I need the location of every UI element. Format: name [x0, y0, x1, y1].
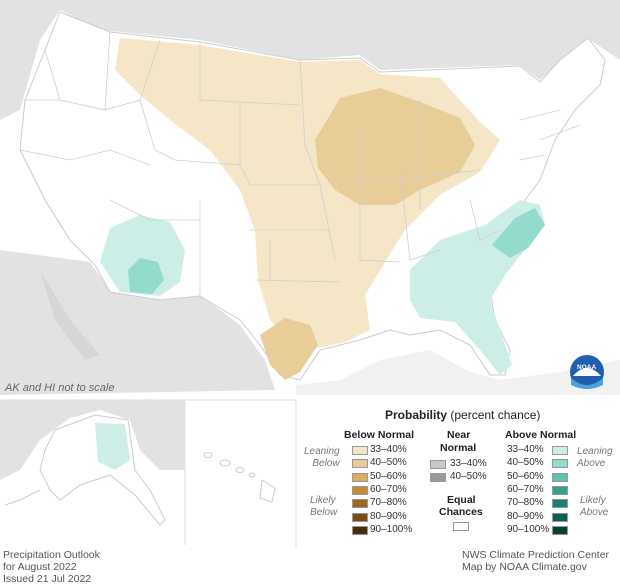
- near-swatch-1: [430, 473, 446, 483]
- leaning-below-label: Leaning Below: [304, 446, 340, 469]
- likely-above-label: Likely Above: [580, 495, 609, 518]
- leaning-above-label: Leaning Above: [577, 446, 613, 469]
- above-33-40-southwest: [100, 215, 185, 296]
- above-40-50-carolinas: [492, 208, 545, 258]
- above-range-3: 60–70%: [507, 483, 544, 495]
- equal-chances-swatch: [453, 522, 469, 531]
- footer-issued: Issued 21 Jul 2022: [3, 573, 92, 585]
- above-range-2: 50–60%: [507, 470, 544, 482]
- likely-below-label: Likely Below: [310, 495, 338, 518]
- near-range-1: 40–50%: [450, 471, 487, 483]
- noaa-logo: [570, 355, 604, 389]
- above-range-0: 33–40%: [507, 444, 544, 455]
- below-range-5: 80–90%: [370, 510, 407, 522]
- near-normal-header-2: Normal: [440, 442, 477, 454]
- above-swatch-0: [552, 446, 568, 455]
- below-range-4: 70–80%: [370, 497, 407, 509]
- above-swatch-2: [552, 472, 568, 482]
- scale-note: AK and HI not to scale: [5, 382, 115, 394]
- below-swatch-4: [352, 499, 368, 509]
- above-swatch-4: [552, 499, 568, 509]
- above-range-4: 70–80%: [507, 497, 544, 509]
- near-normal-header-1: Near: [447, 429, 471, 441]
- footer-center: NWS Climate Prediction Center: [462, 549, 610, 561]
- below-swatch-5: [352, 512, 368, 522]
- alaska: [39, 414, 166, 526]
- below-swatch-1: [352, 459, 368, 469]
- footer-left: Precipitation Outlook for August 2022 Is…: [3, 549, 100, 585]
- below-normal-header: Below Normal: [344, 429, 415, 441]
- legend-title-text: Probability: [385, 408, 448, 422]
- hawaii-inset: [203, 452, 276, 503]
- below-range-3: 60–70%: [370, 483, 407, 495]
- below-swatch-3: [352, 485, 368, 495]
- above-range-5: 80–90%: [507, 510, 544, 522]
- below-range-2: 50–60%: [370, 470, 407, 482]
- above-40-50-southwest: [128, 258, 164, 294]
- above-swatch-3: [552, 485, 568, 495]
- below-swatch-0: [352, 446, 368, 455]
- below-range-0: 33–40%: [370, 444, 407, 455]
- equal-chances-label-2: Chances: [439, 506, 483, 518]
- below-range-1: 40–50%: [370, 457, 407, 469]
- near-range-0: 33–40%: [450, 458, 487, 469]
- above-swatch-1: [552, 459, 568, 469]
- legend-subtitle: (percent chance): [450, 408, 541, 422]
- below-40-50-texas: [260, 318, 318, 380]
- footer-product: Precipitation Outlook: [3, 549, 100, 561]
- above-swatch-5: [552, 512, 568, 522]
- legend-title: Probability (percent chance): [385, 408, 540, 422]
- above-range-1: 40–50%: [507, 457, 544, 469]
- surrounding-land: [0, 0, 620, 395]
- near-swatch-0: [430, 460, 446, 469]
- below-range-6: 90–100%: [370, 523, 413, 535]
- above-swatch-6: [552, 525, 568, 535]
- alaska-above-33-40: [95, 423, 130, 470]
- noaa-logo-text: NOAA: [577, 364, 597, 371]
- footer-period: for August 2022: [3, 561, 77, 573]
- equal-chances-label-1: Equal: [447, 494, 476, 506]
- footer-credit: Map by NOAA Climate.gov: [462, 561, 587, 573]
- state-boundaries: [19, 31, 581, 300]
- alaska-inset: [0, 400, 185, 526]
- above-normal-header: Above Normal: [505, 429, 577, 441]
- below-swatch-2: [352, 472, 368, 482]
- footer-right: NWS Climate Prediction Center Map by NOA…: [462, 549, 609, 573]
- above-range-6: 90–100%: [507, 523, 550, 535]
- below-swatch-6: [352, 525, 368, 535]
